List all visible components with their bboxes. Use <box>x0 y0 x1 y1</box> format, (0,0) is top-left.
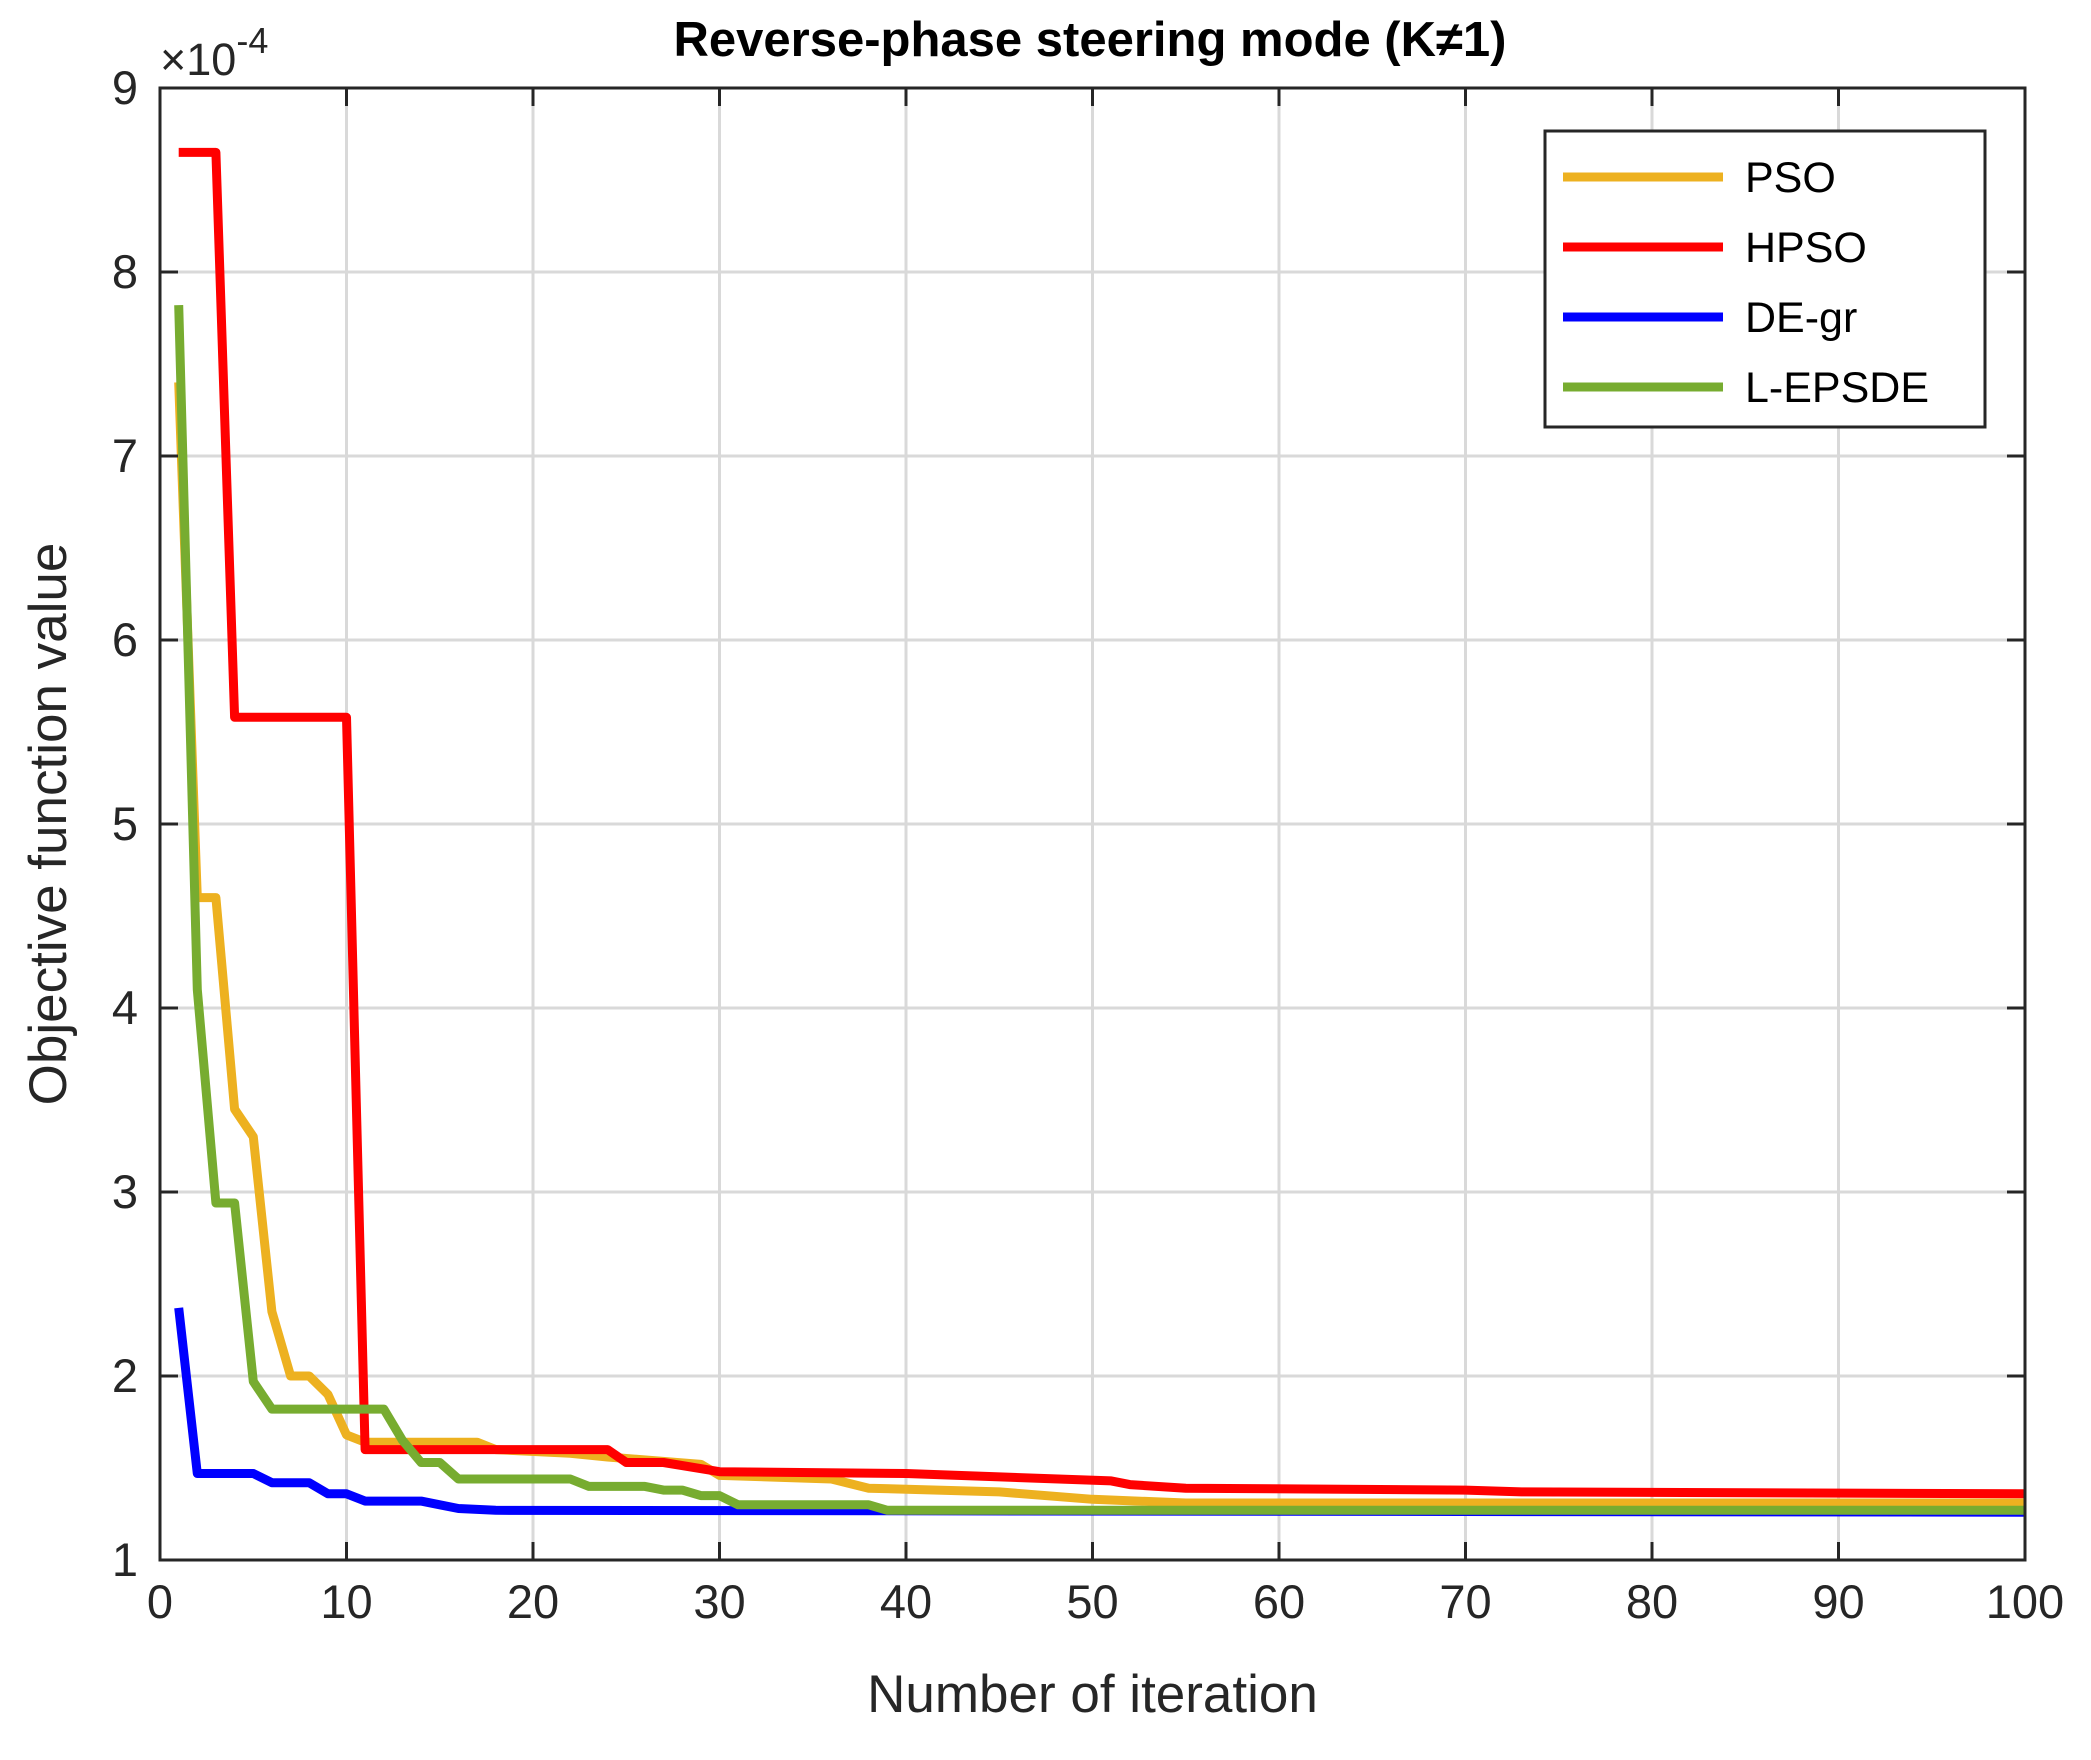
y-tick-label: 6 <box>112 613 138 666</box>
y-tick-label: 1 <box>112 1533 138 1586</box>
x-tick-label: 30 <box>693 1575 745 1628</box>
x-tick-label: 100 <box>1986 1575 2064 1628</box>
series-line-pso <box>174 382 2025 1508</box>
x-axis-label: Number of iteration <box>867 1665 1318 1724</box>
y-axis-label: Objective function value <box>19 543 78 1106</box>
x-tick-label: 70 <box>1439 1575 1491 1628</box>
y-exponent-base: ×10 <box>160 34 236 85</box>
legend-label-de-gr: DE-gr <box>1745 294 1857 342</box>
y-exponent-power: -4 <box>236 20 268 61</box>
legend: PSO HPSO DE-gr L-EPSDE <box>1543 129 1987 429</box>
x-tick-label: 90 <box>1812 1575 1864 1628</box>
y-axis-exponent: ×10-4 <box>160 20 268 85</box>
legend-label-l-epsde: L-EPSDE <box>1745 364 1929 412</box>
x-tick-label: 0 <box>147 1575 173 1628</box>
series-line-l-epsde <box>174 304 2025 1515</box>
y-tick-label: 9 <box>112 61 138 114</box>
x-tick-label: 10 <box>320 1575 372 1628</box>
y-tick-label: 5 <box>112 797 138 850</box>
x-tick-label: 50 <box>1066 1575 1118 1628</box>
x-tick-label: 20 <box>507 1575 559 1628</box>
grid-lines <box>160 88 2025 1560</box>
y-tick-label: 3 <box>112 1165 138 1218</box>
x-tick-label: 80 <box>1626 1575 1678 1628</box>
chart-title: Reverse-phase steering mode (K≠1) <box>674 13 1507 67</box>
y-tick-label: 7 <box>112 429 138 482</box>
y-tick-label: 2 <box>112 1349 138 1402</box>
y-tick-label: 8 <box>112 245 138 298</box>
legend-label-pso: PSO <box>1745 154 1836 202</box>
axis-ticks: 0 10 20 30 40 50 60 70 80 90 100 1 2 3 4 5 6 7 8 9 <box>112 61 2064 1628</box>
series-line-de-gr <box>174 1307 2026 1517</box>
legend-label-hpso: HPSO <box>1745 224 1867 272</box>
series-lines <box>174 147 2026 1517</box>
y-tick-label: 4 <box>112 981 138 1034</box>
x-tick-label: 60 <box>1253 1575 1305 1628</box>
series-line-hpso <box>178 147 2026 1499</box>
x-tick-label: 40 <box>880 1575 932 1628</box>
